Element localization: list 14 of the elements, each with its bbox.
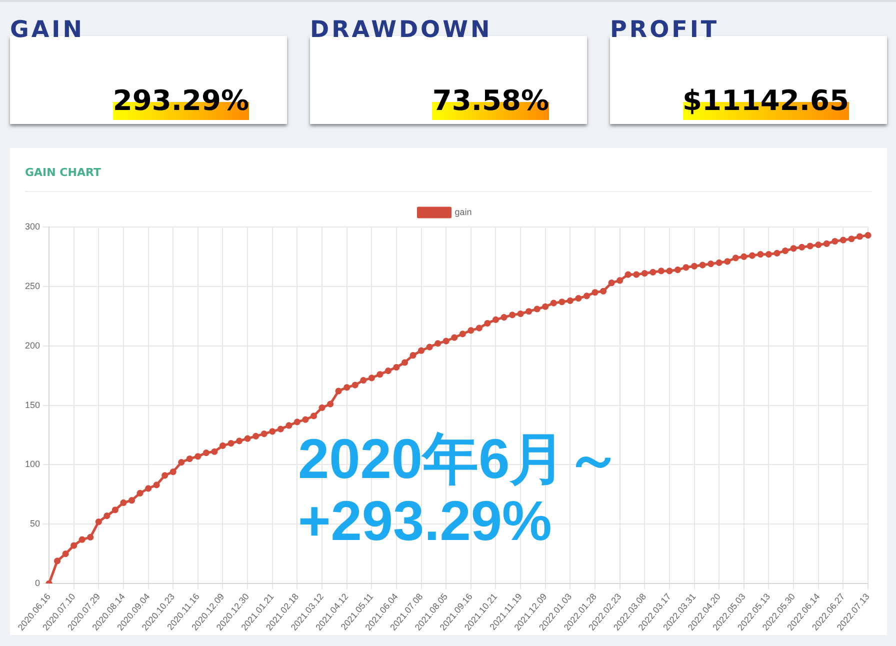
annotation: 2020年6月～ — [298, 427, 622, 490]
legend-label: gain — [454, 206, 472, 217]
y-tick-label: 150 — [24, 400, 40, 410]
y-tick-label: 250 — [24, 280, 40, 291]
y-tick-label: 300 — [24, 221, 40, 232]
chart-title: GAIN CHART — [25, 166, 101, 179]
annotation: +293.29% — [298, 489, 553, 552]
y-tick-label: 200 — [24, 340, 40, 350]
y-tick-label: 50 — [30, 518, 40, 529]
y-tick-label: 0 — [35, 578, 40, 588]
y-tick-label: 100 — [24, 459, 40, 470]
text: DRAWDOWN — [310, 16, 492, 44]
text: PROFIT — [610, 16, 720, 44]
text: GAIN — [10, 16, 84, 44]
